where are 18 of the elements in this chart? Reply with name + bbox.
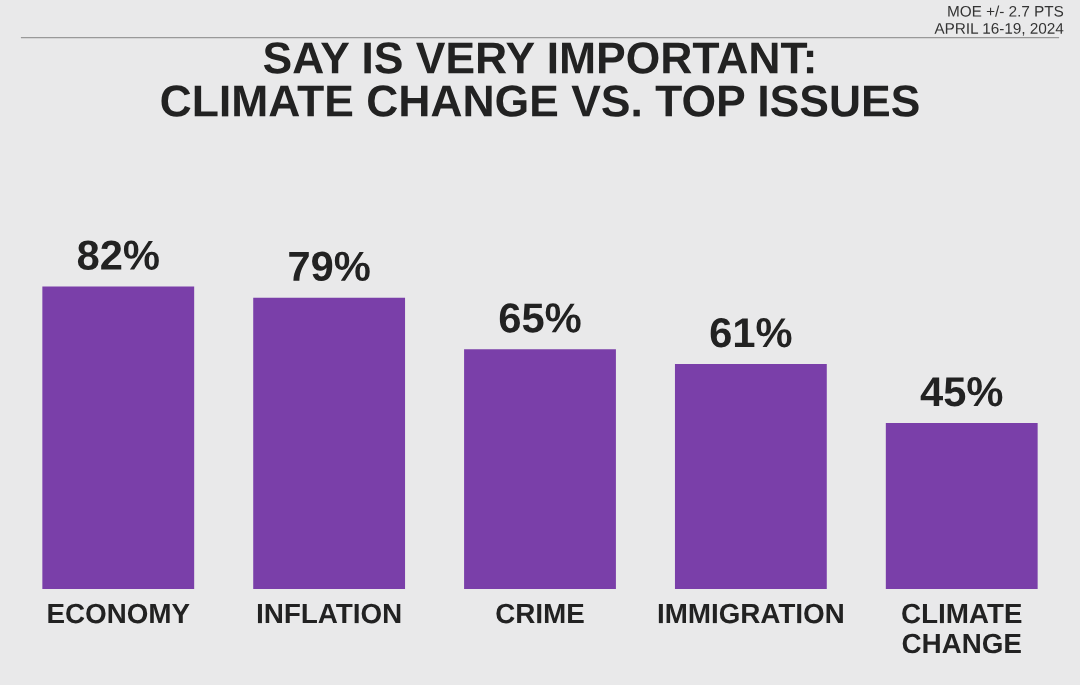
x-tick-label: CRIME <box>496 603 584 624</box>
text: MOE +/- 2.7 PTS <box>948 5 1064 17</box>
data-label: 65% <box>499 303 581 333</box>
bar <box>464 349 616 590</box>
chart-title: SAY IS VERY IMPORTANT: CLIMATE CHANGE VS. TOP ISSUES <box>161 42 919 117</box>
x-tick-label: ECONOMY <box>48 603 190 624</box>
data-label: 79% <box>289 251 370 282</box>
data-label: 45% <box>920 377 1003 407</box>
text: APRIL 16-19, 2024 <box>934 23 1064 36</box>
bar <box>42 286 195 590</box>
bar <box>253 297 406 590</box>
bar <box>885 423 1038 590</box>
bar <box>674 364 827 590</box>
data-label: 61% <box>710 317 792 348</box>
x-tick-label: INFLATION <box>257 603 401 624</box>
x-tick-label: IMMIGRATION <box>658 603 843 624</box>
data-label: 82% <box>77 240 159 270</box>
x-tick-label: CLIMATE CHANGE <box>902 603 1022 654</box>
